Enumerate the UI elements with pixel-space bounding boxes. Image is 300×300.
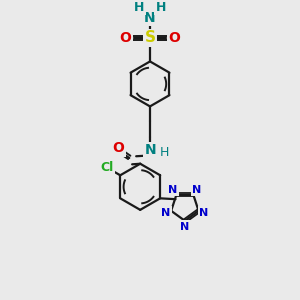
Text: O: O xyxy=(120,31,131,45)
Text: N: N xyxy=(144,11,156,25)
Text: H: H xyxy=(134,1,144,14)
Text: Cl: Cl xyxy=(100,161,113,174)
Text: N: N xyxy=(180,222,190,232)
Text: N: N xyxy=(168,185,178,195)
Text: N: N xyxy=(161,208,170,218)
Text: N: N xyxy=(192,185,201,195)
Text: H: H xyxy=(156,1,166,14)
Text: N: N xyxy=(145,143,156,158)
Text: O: O xyxy=(169,31,180,45)
Text: H: H xyxy=(160,146,169,159)
Text: N: N xyxy=(200,208,209,218)
Text: O: O xyxy=(112,142,124,155)
Text: S: S xyxy=(145,30,155,45)
